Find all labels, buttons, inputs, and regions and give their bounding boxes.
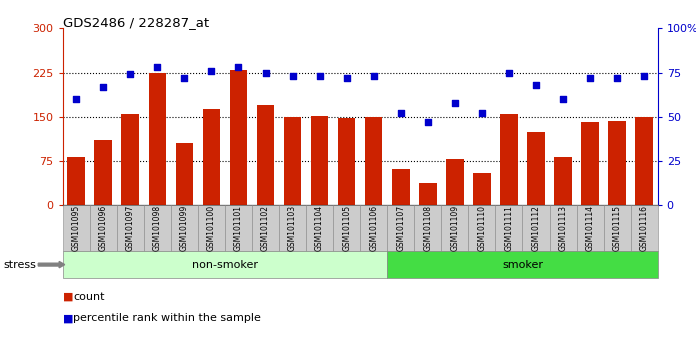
Bar [608, 121, 626, 205]
Text: GSM101112: GSM101112 [532, 205, 541, 251]
Bar [473, 173, 491, 205]
Point [70, 96, 81, 102]
Text: GSM101116: GSM101116 [640, 205, 649, 251]
Bar [311, 116, 329, 205]
Text: ■: ■ [63, 292, 73, 302]
Text: GSM101110: GSM101110 [477, 205, 487, 251]
Bar [500, 114, 518, 205]
Point [503, 70, 514, 75]
Point [97, 84, 109, 90]
Text: GSM101106: GSM101106 [369, 205, 378, 251]
Point [395, 110, 406, 116]
Bar [122, 114, 139, 205]
Text: percentile rank within the sample: percentile rank within the sample [73, 313, 261, 323]
Text: GSM101107: GSM101107 [396, 205, 405, 251]
Point [233, 64, 244, 70]
Bar [284, 117, 301, 205]
Text: GSM101109: GSM101109 [450, 205, 459, 251]
Text: GSM101097: GSM101097 [126, 205, 135, 251]
Text: ■: ■ [63, 313, 73, 323]
Point [314, 73, 325, 79]
Bar [230, 70, 247, 205]
Bar [68, 157, 85, 205]
Bar [365, 117, 383, 205]
Text: GSM101113: GSM101113 [559, 205, 567, 251]
Text: GSM101115: GSM101115 [612, 205, 622, 251]
Point [341, 75, 352, 81]
Point [287, 73, 298, 79]
Text: GSM101100: GSM101100 [207, 205, 216, 251]
Text: GSM101102: GSM101102 [261, 205, 270, 251]
Point [206, 68, 217, 74]
Text: GSM101111: GSM101111 [505, 205, 514, 251]
Bar [95, 141, 112, 205]
Point [422, 119, 434, 125]
Point [152, 64, 163, 70]
Bar [203, 109, 220, 205]
Point [612, 75, 623, 81]
Text: GSM101095: GSM101095 [72, 205, 81, 251]
Point [368, 73, 379, 79]
Point [639, 73, 650, 79]
Text: count: count [73, 292, 104, 302]
Text: GSM101108: GSM101108 [423, 205, 432, 251]
Text: stress: stress [3, 259, 36, 270]
Bar [257, 105, 274, 205]
Bar [175, 143, 193, 205]
Bar [581, 121, 599, 205]
Text: GSM101098: GSM101098 [153, 205, 161, 251]
Point [530, 82, 541, 88]
Text: GSM101114: GSM101114 [585, 205, 594, 251]
Text: GSM101099: GSM101099 [180, 205, 189, 251]
Point [450, 100, 461, 105]
Point [125, 72, 136, 77]
Point [260, 70, 271, 75]
Bar [446, 159, 464, 205]
Bar [635, 117, 653, 205]
Text: GSM101103: GSM101103 [288, 205, 297, 251]
Point [557, 96, 569, 102]
Text: non-smoker: non-smoker [192, 259, 258, 270]
Point [476, 110, 487, 116]
Text: GDS2486 / 228287_at: GDS2486 / 228287_at [63, 16, 209, 29]
Point [585, 75, 596, 81]
Bar [527, 132, 545, 205]
Bar [148, 73, 166, 205]
Bar [419, 183, 436, 205]
Text: GSM101096: GSM101096 [99, 205, 108, 251]
Point [179, 75, 190, 81]
Text: GSM101105: GSM101105 [342, 205, 351, 251]
Bar [338, 118, 356, 205]
Bar [392, 169, 409, 205]
Bar [554, 157, 572, 205]
Text: GSM101104: GSM101104 [315, 205, 324, 251]
Text: smoker: smoker [502, 259, 543, 270]
Text: GSM101101: GSM101101 [234, 205, 243, 251]
